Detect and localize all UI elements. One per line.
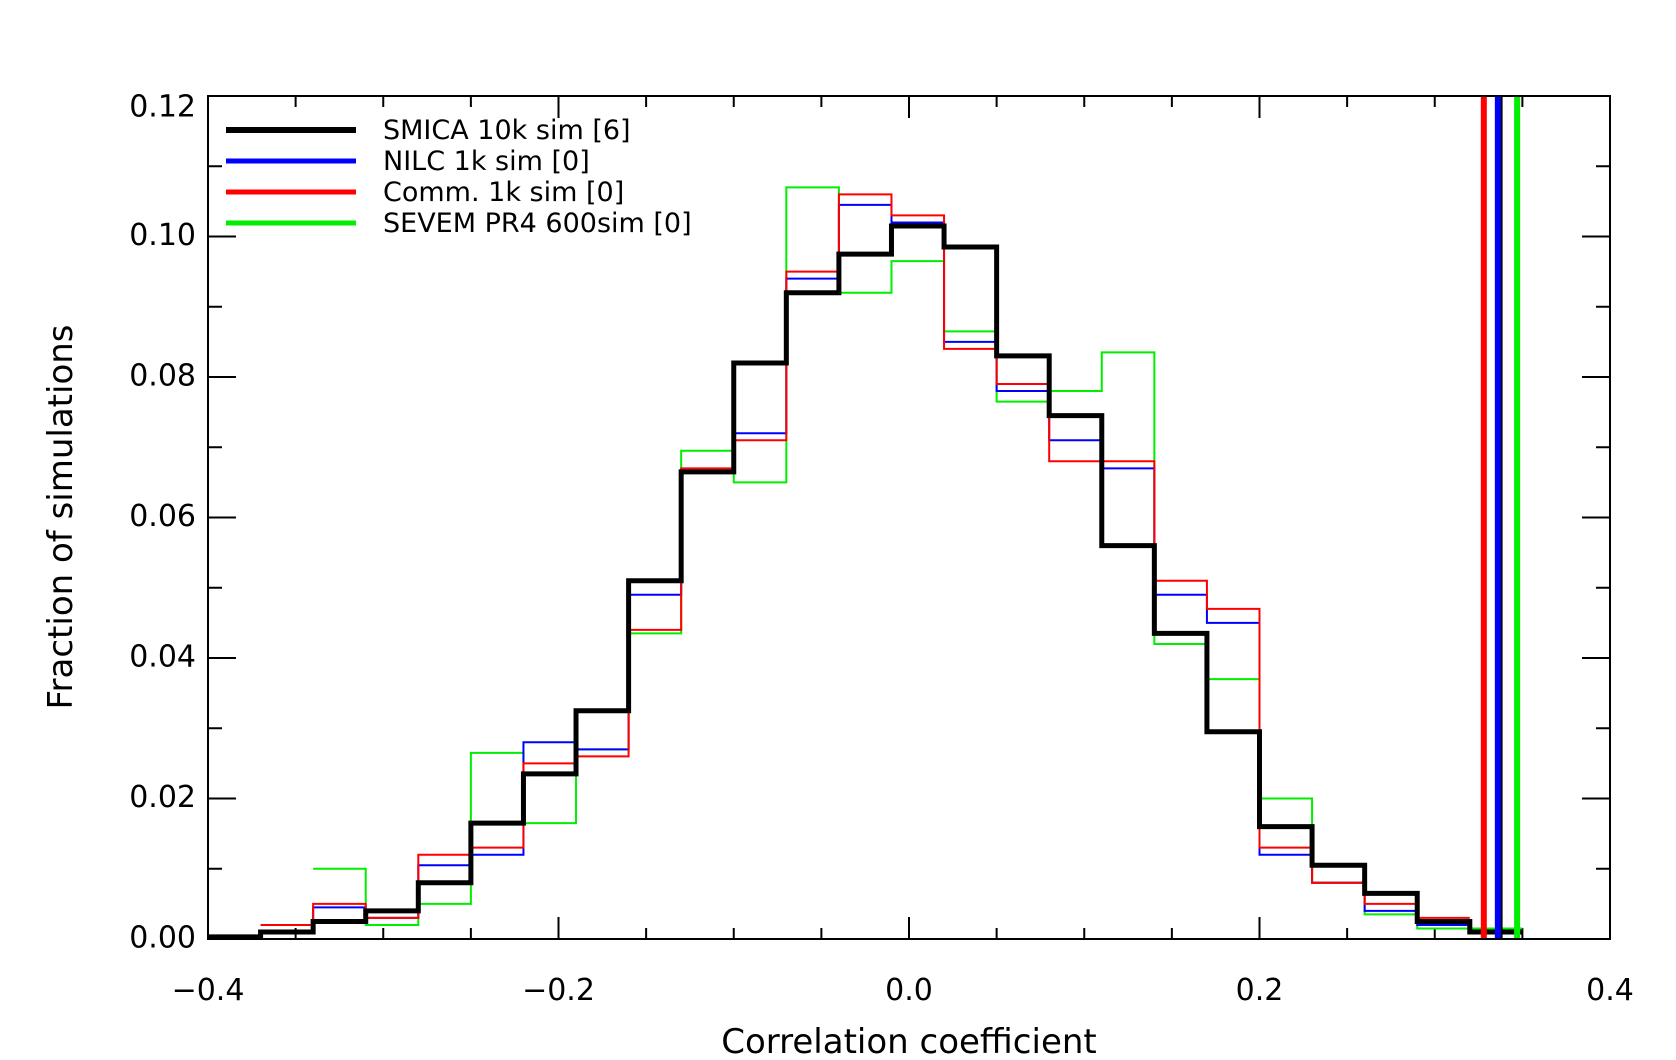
x-tick-label: 0.4 (1586, 973, 1634, 1008)
y-axis-title: Fraction of simulations (41, 324, 81, 709)
y-tick-label: 0.12 (129, 90, 196, 125)
observed-lines-layer (1480, 96, 1521, 939)
plot-frame (207, 95, 1611, 940)
legend-label-sevem: SEVEM PR4 600sim [0] (383, 208, 692, 239)
x-tick-label: −0.2 (522, 973, 595, 1008)
x-tick-label: 0.0 (885, 973, 933, 1008)
series-smica-step-line (208, 223, 1523, 940)
x-tick-label: 0.2 (1236, 973, 1284, 1008)
x-tick-labels: −0.4 −0.2 0.0 0.2 0.4 (172, 973, 1634, 1008)
series-layer (208, 186, 1523, 940)
legend-label-smica: SMICA 10k sim [6] (383, 115, 631, 146)
x-axis-title: Correlation coefficient (721, 1022, 1097, 1060)
y-tick-label: 0.08 (129, 359, 196, 394)
y-tick-label: 0.00 (129, 921, 196, 956)
legend-label-comm: Comm. 1k sim [0] (383, 177, 624, 208)
y-tick-label: 0.06 (129, 499, 196, 534)
x-tick-label: −0.4 (172, 973, 245, 1008)
legend: SMICA 10k sim [6] NILC 1k sim [0] Comm. … (226, 115, 692, 239)
y-tick-label: 0.04 (129, 640, 196, 675)
y-tick-label: 0.02 (129, 780, 196, 815)
legend-label-nilc: NILC 1k sim [0] (383, 146, 590, 177)
y-tick-label: 0.10 (129, 218, 196, 253)
y-tick-labels: 0.00 0.02 0.04 0.06 0.08 0.10 0.12 (129, 90, 196, 956)
